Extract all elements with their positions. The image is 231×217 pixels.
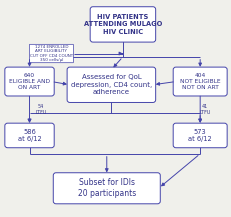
FancyBboxPatch shape <box>5 67 54 96</box>
FancyBboxPatch shape <box>173 123 226 148</box>
Text: 41
LTFU: 41 LTFU <box>198 104 210 115</box>
FancyBboxPatch shape <box>67 67 155 102</box>
Text: 54
LTFU: 54 LTFU <box>35 104 46 115</box>
FancyBboxPatch shape <box>53 173 160 204</box>
Text: 1274 ENROLLED
ART ELIGIBILITY
CUT OFF CD4 COUNT
350 cells/μl: 1274 ENROLLED ART ELIGIBILITY CUT OFF CD… <box>30 45 73 62</box>
Text: 586
at 6/12: 586 at 6/12 <box>18 129 41 142</box>
FancyBboxPatch shape <box>90 7 155 42</box>
Text: Subset for IDIs
20 participants: Subset for IDIs 20 participants <box>77 178 135 198</box>
FancyBboxPatch shape <box>5 123 54 148</box>
Text: 404
NOT ELIGIBLE
NOT ON ART: 404 NOT ELIGIBLE NOT ON ART <box>179 73 219 90</box>
Text: 640
ELIGIBLE AND
ON ART: 640 ELIGIBLE AND ON ART <box>9 73 50 90</box>
Text: Assessed for QoL
depression, CD4 count,
adherence: Assessed for QoL depression, CD4 count, … <box>70 74 151 95</box>
Text: HIV PATIENTS
ATTENDING MULAGO
HIV CLINIC: HIV PATIENTS ATTENDING MULAGO HIV CLINIC <box>83 14 161 35</box>
FancyBboxPatch shape <box>173 67 226 96</box>
Text: 573
at 6/12: 573 at 6/12 <box>188 129 211 142</box>
